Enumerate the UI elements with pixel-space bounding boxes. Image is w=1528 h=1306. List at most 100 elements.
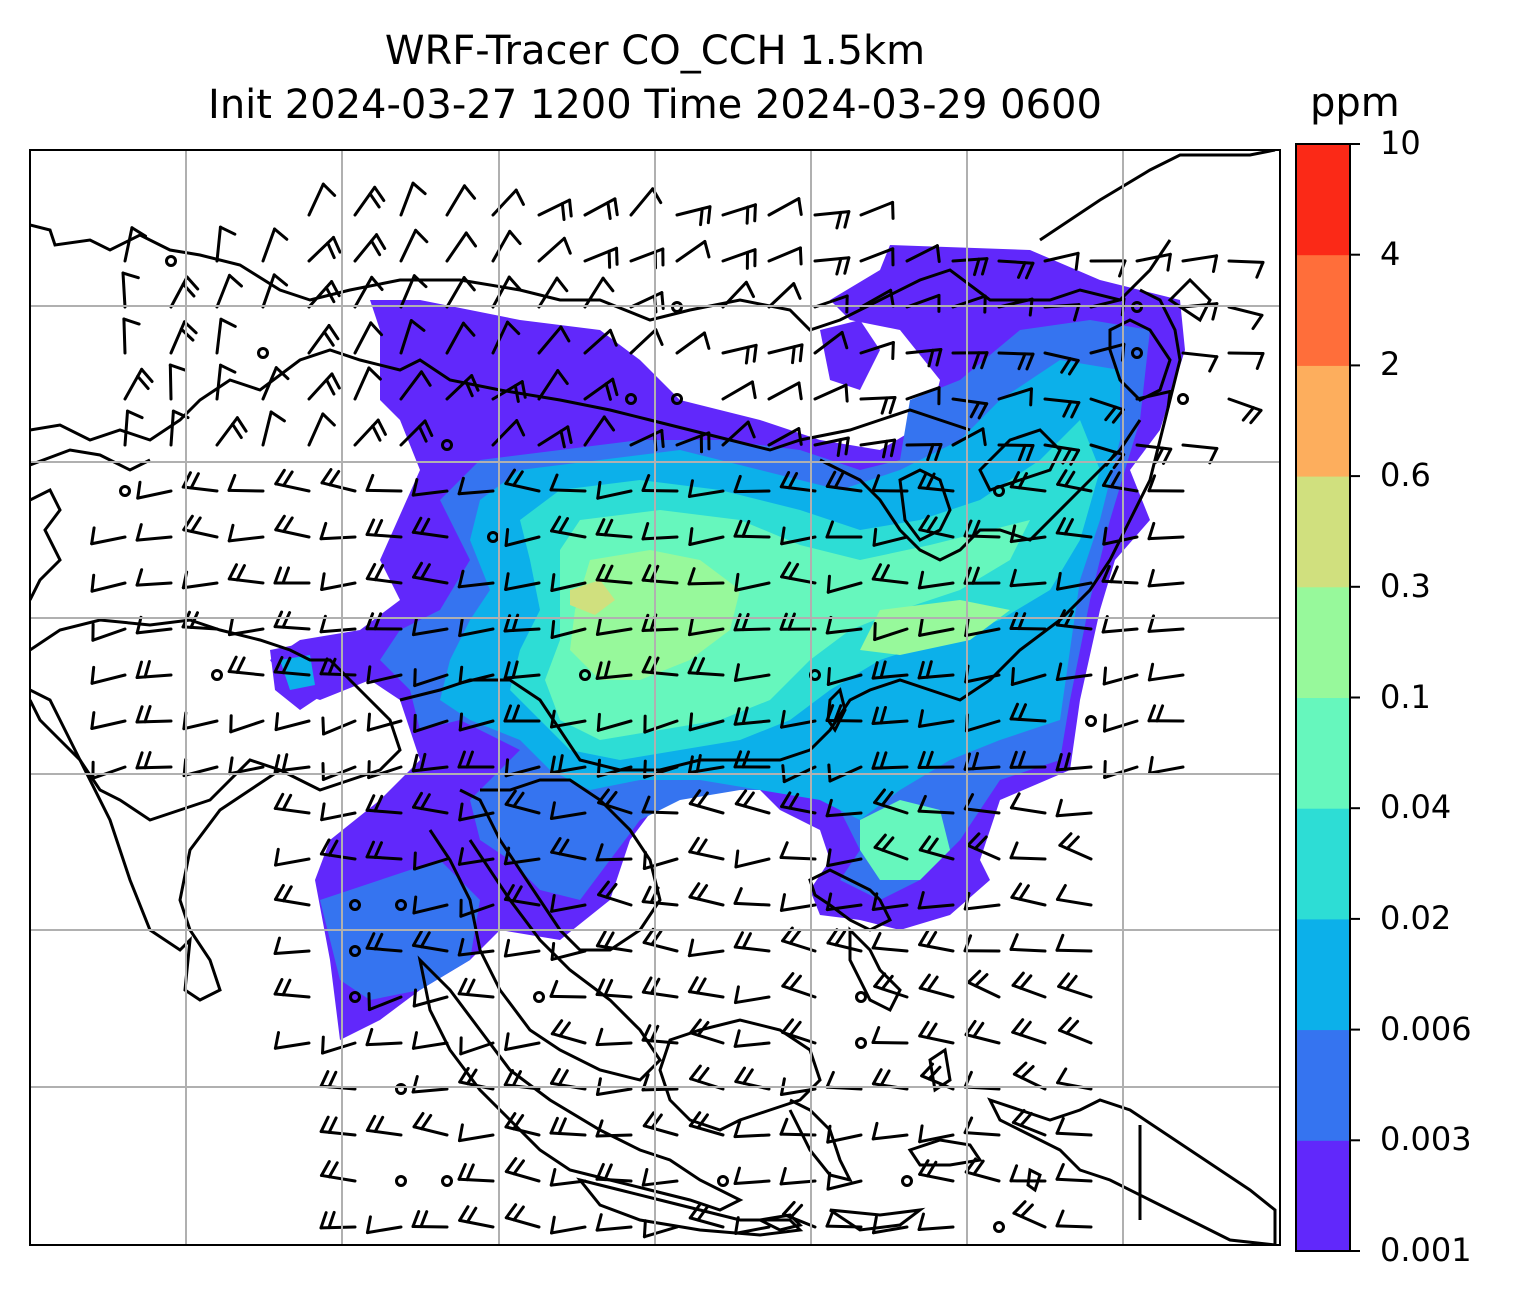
wind-barb xyxy=(504,572,541,591)
wind-barb xyxy=(767,427,803,447)
wind-barb xyxy=(491,320,521,355)
colorbar-segment xyxy=(1296,918,1350,1031)
calm-wind-marker xyxy=(487,531,499,543)
wind-barb xyxy=(399,370,432,401)
wind-barb xyxy=(549,801,587,820)
wind-barb xyxy=(90,573,127,593)
wind-barb xyxy=(503,704,541,723)
wind-barb xyxy=(1009,750,1047,769)
wind-barb xyxy=(825,615,863,635)
wind-barb xyxy=(813,436,850,458)
wind-barb xyxy=(413,668,449,688)
wind-barb xyxy=(549,979,587,999)
wind-barb xyxy=(274,847,311,867)
wind-barb xyxy=(687,976,725,999)
wind-barb xyxy=(412,1112,449,1137)
wind-barb xyxy=(1057,1016,1093,1045)
wind-barbs xyxy=(90,181,1265,1239)
wind-barb xyxy=(413,851,449,871)
colorbar-segment xyxy=(1296,365,1350,477)
wind-barb xyxy=(917,794,955,815)
coastline xyxy=(808,868,893,932)
wind-barb xyxy=(550,620,587,639)
colorbar-tick-label: 0.1 xyxy=(1380,677,1431,716)
wind-barb xyxy=(733,663,771,682)
wind-barb xyxy=(687,479,725,498)
wind-barb xyxy=(550,894,587,913)
wind-barb xyxy=(780,709,817,729)
wind-barb xyxy=(918,514,955,539)
wind-barb xyxy=(779,1166,817,1186)
wind-barb xyxy=(504,1032,541,1052)
wind-barb xyxy=(1147,704,1185,723)
wind-barb xyxy=(873,833,909,861)
coastline xyxy=(907,1138,983,1167)
wind-barb xyxy=(734,1216,771,1235)
wind-barb xyxy=(721,248,757,270)
wind-barb xyxy=(445,276,476,309)
wind-barb xyxy=(411,617,449,637)
wind-barb xyxy=(365,518,403,539)
wind-barb xyxy=(733,1166,771,1186)
calm-wind-marker xyxy=(993,485,1005,497)
wind-barb xyxy=(215,273,243,309)
wind-barb xyxy=(1227,259,1265,279)
wind-barb xyxy=(261,366,290,401)
wind-barb xyxy=(135,523,173,542)
wind-barb xyxy=(1011,1109,1047,1137)
wind-barb xyxy=(688,882,725,907)
wind-barb xyxy=(365,473,403,493)
wind-barb xyxy=(537,276,569,309)
wind-barb xyxy=(261,273,289,309)
wind-barb xyxy=(227,617,265,637)
wind-barb xyxy=(675,205,712,227)
wind-barb xyxy=(123,226,148,263)
wind-barb xyxy=(399,181,427,217)
wind-barb xyxy=(411,929,449,953)
wind-barb xyxy=(229,714,265,734)
wind-barb xyxy=(215,317,237,355)
wind-barb xyxy=(1227,351,1265,370)
wind-barb xyxy=(951,397,989,420)
wind-barb xyxy=(859,247,895,267)
wind-barb xyxy=(459,1036,495,1056)
wind-barb xyxy=(826,848,863,868)
wind-barb xyxy=(445,184,477,217)
wind-barb xyxy=(596,480,633,500)
wind-barb xyxy=(367,992,403,1012)
wind-barb xyxy=(871,1121,909,1141)
calm-wind-marker xyxy=(349,991,361,1003)
wind-barb xyxy=(1043,251,1080,271)
wind-barb xyxy=(917,1212,955,1231)
wind-barb xyxy=(399,419,434,447)
wind-barb xyxy=(457,476,495,496)
wind-barb xyxy=(1181,254,1219,273)
wind-barb xyxy=(871,706,909,725)
wind-barb xyxy=(643,714,679,734)
colorbar-unit: ppm xyxy=(1310,80,1400,126)
wind-barb xyxy=(642,1111,679,1137)
wind-barb xyxy=(549,473,587,493)
wind-barb xyxy=(1135,252,1172,272)
wind-barb xyxy=(905,347,943,368)
wind-barb xyxy=(458,802,495,822)
wind-barb xyxy=(688,712,725,732)
wind-barb xyxy=(825,470,863,493)
wind-barb xyxy=(307,412,336,447)
wind-barb xyxy=(537,325,571,355)
calm-wind-marker xyxy=(257,347,269,359)
wind-barb xyxy=(215,363,237,401)
wind-barb xyxy=(687,656,725,677)
wind-barb xyxy=(550,1019,587,1045)
wind-barb xyxy=(733,519,771,539)
wind-barb xyxy=(1011,1018,1047,1045)
wind-barb xyxy=(504,468,541,493)
wind-barb xyxy=(997,387,1033,407)
wind-barb xyxy=(767,246,803,266)
title-line-2: Init 2024-03-27 1200 Time 2024-03-29 060… xyxy=(208,82,1102,128)
wind-barb xyxy=(595,518,633,539)
wind-barb xyxy=(504,1112,541,1137)
coastline xyxy=(30,448,151,472)
colorbar-segment xyxy=(1296,808,1350,920)
